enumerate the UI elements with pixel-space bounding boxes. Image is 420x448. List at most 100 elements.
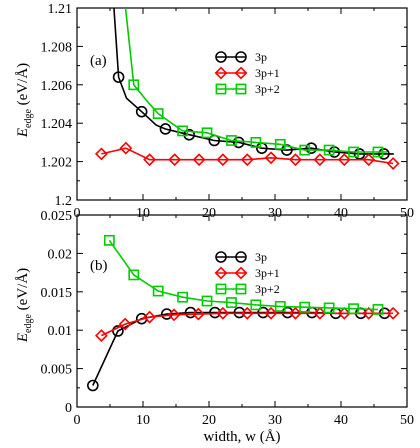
ylabel-b: Eedge (eV/Å) — [15, 268, 34, 343]
data-point-3p+2-b — [103, 234, 115, 246]
data-point-3p-b — [87, 379, 99, 392]
series-line-3p+1-a — [101, 147, 394, 165]
data-point-3p+2-a — [226, 135, 237, 146]
panel-a: 0 10 20 30 40 50 1.2 1.202 1.204 1.206 1.208 1.21 (a… — [41, 2, 415, 221]
y-tick-label-b: 0 — [65, 401, 72, 416]
data-point-3p+2-b — [348, 303, 359, 315]
data-point-3p+1-a — [386, 157, 400, 170]
panel-label-b: (b) — [90, 258, 108, 274]
data-point-3p+1-a — [289, 153, 302, 167]
ylabel-a-sub: edge — [23, 109, 34, 128]
y-tick-label-a: 1.204 — [41, 117, 73, 132]
legend-marker-3p+1-b — [234, 266, 248, 280]
data-point-3p+1-a — [192, 153, 206, 167]
plot-area-b — [87, 234, 400, 392]
data-point-3p+1-a — [240, 153, 254, 167]
x-tick-label-a: 30 — [268, 206, 282, 221]
y-tick-label-a: 1.202 — [41, 156, 73, 171]
x-tick-label-b: 50 — [400, 413, 414, 428]
ylabel-a-unit: (eV/Å) — [15, 63, 31, 109]
data-point-3p-a — [159, 123, 172, 135]
y-tick-label-a: 1.21 — [48, 2, 73, 17]
data-point-3p+1-a — [337, 153, 351, 167]
data-point-3p+1-b — [362, 306, 376, 320]
data-point-3p+2-b — [201, 295, 213, 307]
legend-marker-3p+2-b — [235, 283, 247, 295]
data-point-3p+2-b — [372, 304, 384, 315]
data-point-3p+1-b — [216, 306, 230, 320]
x-tick-label-b: 20 — [202, 413, 216, 428]
data-point-3p+1-b — [240, 306, 254, 320]
x-tick-label-b: 40 — [334, 413, 348, 428]
data-point-3p-a — [112, 71, 125, 83]
legend-marker-3p-a — [235, 51, 247, 63]
data-point-3p+1-b — [313, 306, 327, 320]
ylabel-a: Eedge (eV/Å) — [15, 63, 34, 138]
data-point-3p+2-a — [274, 138, 286, 150]
legend-label-3p-a: 3p — [255, 50, 267, 64]
y-tick-label-b: 0.02 — [48, 247, 73, 262]
y-tick-label-b: 0.01 — [48, 324, 73, 339]
data-point-3p+1-b — [143, 310, 157, 324]
x-tick-label-b: 10 — [136, 413, 150, 428]
y-tick-label-b: 0.025 — [41, 209, 73, 224]
y-tick-label-a: 1.206 — [41, 79, 73, 94]
data-point-3p+1-a — [168, 153, 182, 167]
data-point-3p+1-a — [313, 153, 327, 167]
data-point-3p+2-b — [128, 269, 140, 281]
x-tick-label-b: 30 — [268, 413, 282, 428]
data-point-3p+2-a — [372, 146, 384, 158]
x-tick-label-a: 20 — [202, 206, 216, 221]
data-point-3p+1-b — [264, 306, 278, 320]
legend-marker-3p+1-a — [214, 66, 228, 80]
data-point-3p+2-b — [152, 285, 164, 297]
data-point-3p+1-a — [94, 147, 108, 161]
legend-marker-3p+1-b — [214, 266, 228, 280]
data-point-3p+2-b — [323, 302, 335, 314]
data-point-3p+2-a — [177, 125, 188, 137]
x-tick-label-a: 40 — [334, 206, 348, 221]
legend-label-3p+2-a: 3p+2 — [255, 82, 280, 96]
ylabel-a-main: E — [15, 128, 31, 138]
legend-label-3p+2-b: 3p+2 — [255, 282, 280, 296]
series-line-3p-a — [113, 8, 394, 155]
y-tick-label-b: 0.005 — [41, 363, 73, 378]
legend-label-3p+1-a: 3p+1 — [255, 66, 280, 80]
data-point-3p+2-b — [299, 301, 311, 313]
data-point-3p-a — [232, 136, 245, 149]
legend-b: 3p 3p+1 3p+2 — [214, 250, 280, 296]
y-tick-label-b: 0.015 — [41, 286, 73, 301]
data-point-3p-a — [305, 142, 318, 154]
ylabel-b-unit: (eV/Å) — [15, 268, 31, 314]
data-point-3p+2-a — [323, 144, 335, 156]
y-tick-label-a: 1.2 — [55, 194, 73, 209]
data-point-3p+1-a — [143, 153, 157, 167]
data-point-3p+2-a — [299, 144, 311, 156]
legend-a: 3p 3p+1 3p+2 — [214, 50, 280, 96]
data-point-3p-b — [209, 306, 221, 319]
data-point-3p+1-a — [216, 153, 230, 167]
data-point-3p+2-b — [226, 297, 237, 308]
x-tick-label-a: 50 — [400, 206, 414, 221]
legend-marker-3p+2-a — [235, 83, 247, 95]
data-point-3p+2-a — [250, 137, 262, 148]
legend-marker-3p+2-a — [215, 83, 227, 95]
panel-b: 0 10 20 30 40 50 0 0.005 0.01 0.015 0.02 0.025 (b) 3p… — [41, 209, 415, 428]
plot-area-a — [94, 8, 400, 170]
data-point-3p+1-a — [119, 141, 133, 155]
series-line-3p-b — [92, 311, 385, 386]
ylabel-b-sub: edge — [23, 314, 34, 333]
legend-marker-3p+2-b — [215, 283, 227, 295]
data-point-3p+1-b — [386, 306, 400, 320]
xlabel: width, w (Å) — [203, 429, 280, 445]
data-point-3p+2-a — [201, 127, 213, 139]
data-point-3p+2-a — [128, 79, 140, 91]
legend-label-3p+1-b: 3p+1 — [255, 266, 280, 280]
series-line-3p+1-b — [101, 312, 394, 337]
plot-frame-a — [76, 7, 408, 201]
data-point-3p-b — [112, 325, 124, 337]
data-point-3p+1-a — [264, 151, 278, 165]
y-tick-label-a: 1.208 — [41, 40, 73, 55]
data-point-3p+1-b — [94, 329, 108, 343]
legend-marker-3p-b — [235, 251, 247, 263]
